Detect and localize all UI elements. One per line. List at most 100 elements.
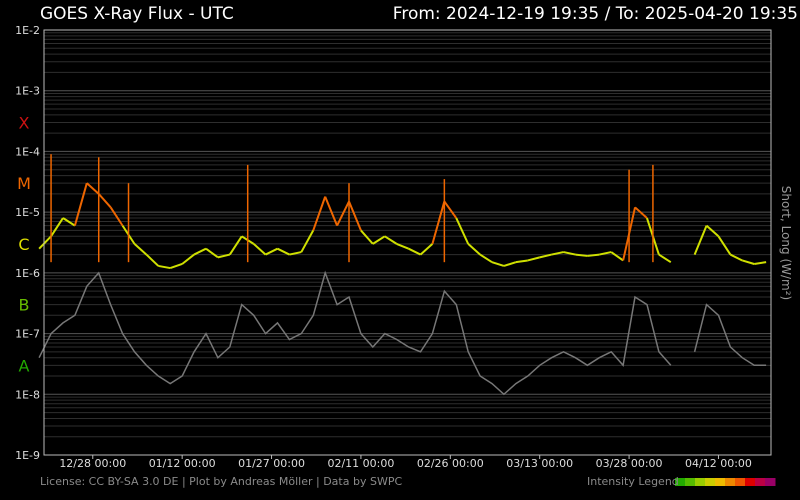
long-segment: [133, 243, 148, 256]
legend-swatch: [675, 478, 686, 486]
license-text: License: CC BY-SA 3.0 DE | Plot by Andre…: [40, 475, 403, 488]
long-segment: [396, 242, 409, 250]
long-segment: [443, 200, 458, 219]
flare-class-label: A: [19, 356, 30, 375]
long-segment: [228, 235, 243, 256]
long-segment: [599, 251, 612, 256]
long-segment: [372, 235, 386, 245]
long-segment: [50, 217, 64, 237]
long-segment: [705, 224, 720, 238]
plot-frame: [43, 29, 772, 456]
chart-title: GOES X-Ray Flux - UTC: [40, 4, 234, 24]
short-line: [38, 270, 672, 396]
long-segment: [551, 251, 564, 256]
legend-swatch: [765, 478, 776, 486]
short-series: [38, 270, 767, 396]
long-segment: [97, 193, 112, 208]
intensity-legend-bar: [675, 478, 776, 486]
x-tick-label: 04/12 00:00: [685, 457, 752, 470]
long-segment: [491, 261, 505, 267]
long-segment: [86, 182, 100, 195]
legend-swatch: [725, 478, 736, 486]
short-line: [693, 303, 767, 367]
long-segment: [38, 235, 52, 250]
long-segment: [693, 225, 708, 255]
legend-swatch: [745, 478, 756, 486]
long-segment: [479, 253, 493, 264]
x-tick-label: 01/12 00:00: [149, 457, 216, 470]
long-segment: [109, 206, 124, 227]
long-segment: [384, 235, 398, 245]
x-tick-label: 12/28 00:00: [59, 457, 126, 470]
long-segment: [181, 253, 195, 265]
long-segment: [252, 243, 267, 256]
x-tick-label: 03/13 00:00: [506, 457, 573, 470]
long-segment: [300, 229, 315, 253]
flare-class-labels: X M C B A: [17, 113, 31, 375]
long-segment: [145, 253, 160, 267]
long-segment: [158, 264, 171, 270]
long-segment: [408, 247, 421, 256]
intensity-legend-label: Intensity Legend: [587, 475, 679, 488]
long-segment: [467, 243, 481, 256]
long-segment: [717, 235, 732, 256]
long-segment: [324, 196, 339, 226]
long-segment: [527, 256, 540, 262]
y-axis-ticks: 1E-2 1E-3 1E-4 1E-5 1E-6 1E-7 1E-8 1E-9: [15, 24, 40, 462]
long-segment: [277, 247, 290, 256]
long-segment: [336, 201, 350, 227]
y-tick-label: 1E-9: [15, 449, 40, 462]
long-segment: [431, 201, 446, 245]
long-segment: [658, 253, 672, 264]
long-segment: [539, 253, 552, 259]
legend-swatch: [715, 478, 726, 486]
y-tick-label: 1E-3: [15, 85, 40, 98]
y-tick-label: 1E-8: [15, 388, 40, 401]
long-segment: [217, 253, 231, 259]
long-segment: [73, 182, 88, 226]
long-segment: [289, 251, 302, 256]
flare-class-label: X: [19, 113, 30, 132]
long-segment: [742, 259, 755, 265]
long-segment: [62, 217, 76, 227]
long-segment: [265, 247, 278, 256]
long-segment: [312, 196, 327, 231]
long-segment: [360, 229, 374, 245]
long-segment: [587, 253, 600, 257]
y-tick-label: 1E-2: [15, 24, 40, 37]
long-segment: [515, 259, 528, 264]
long-series: [38, 182, 767, 270]
long-segment: [503, 261, 517, 267]
long-segment: [729, 253, 743, 262]
long-segment: [610, 251, 624, 262]
long-segment: [455, 217, 470, 245]
legend-swatch: [695, 478, 706, 486]
long-segment: [193, 247, 207, 256]
x-tick-label: 02/26 00:00: [417, 457, 484, 470]
flare-peaks: [50, 154, 654, 263]
legend-swatch: [685, 478, 696, 486]
x-tick-label: 02/11 00:00: [327, 457, 394, 470]
y-axis-label: Short, Long (W/m²): [779, 186, 793, 300]
flare-class-label: C: [18, 235, 29, 254]
long-segment: [169, 263, 183, 269]
legend-swatch: [755, 478, 766, 486]
legend-swatch: [705, 478, 716, 486]
legend-swatch: [735, 478, 746, 486]
long-segment: [348, 201, 362, 231]
long-segment: [419, 243, 434, 256]
x-axis-ticks: 12/28 00:00 01/12 00:00 01/27 00:00 02/11 0…: [59, 455, 752, 470]
flare-class-label: M: [17, 174, 31, 193]
long-segment: [634, 206, 648, 219]
grid: [44, 32, 771, 456]
date-range: From: 2024-12-19 19:35 / To: 2025-04-20 …: [392, 4, 798, 24]
y-tick-label: 1E-6: [15, 267, 40, 280]
long-segment: [754, 261, 767, 265]
y-tick-label: 1E-7: [15, 328, 40, 341]
x-tick-label: 03/28 00:00: [596, 457, 663, 470]
y-tick-label: 1E-4: [15, 145, 40, 158]
y-tick-label: 1E-5: [15, 206, 40, 219]
long-segment: [563, 251, 576, 256]
long-segment: [205, 247, 219, 259]
